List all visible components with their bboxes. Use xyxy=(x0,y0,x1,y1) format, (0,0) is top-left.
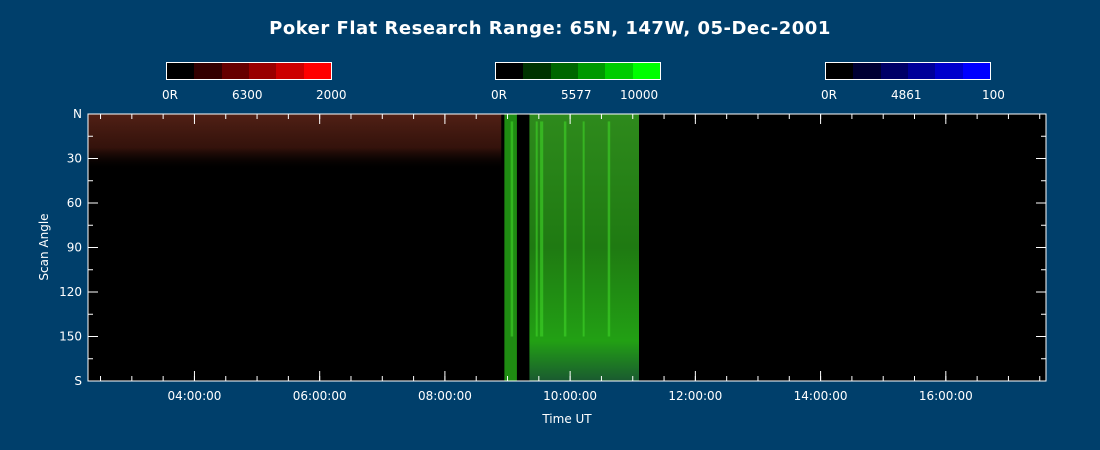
y-tick-label: 120 xyxy=(59,285,82,299)
colorbar-swatch xyxy=(194,63,222,79)
colorbar-6300-max: 2000 xyxy=(316,88,347,102)
colorbar-4861-min: 0R xyxy=(821,88,837,102)
x-tick-label: 14:00:00 xyxy=(794,389,848,403)
y-axis-label: Scan Angle xyxy=(37,213,51,280)
colorbar-swatch xyxy=(632,63,660,79)
x-tick-label: 04:00:00 xyxy=(167,389,221,403)
y-tick-label: 30 xyxy=(67,152,82,166)
aurora-streak xyxy=(510,121,514,337)
colorbar-swatch xyxy=(853,63,881,79)
aurora-streak xyxy=(540,121,544,337)
colorbar-4861-mid: 4861 xyxy=(891,88,922,102)
aurora-streak xyxy=(582,121,585,337)
colorbar-6300 xyxy=(166,62,332,80)
colorbar-5577-min: 0R xyxy=(491,88,507,102)
aurora-streak xyxy=(607,121,611,337)
colorbar-6300-min: 0R xyxy=(162,88,178,102)
emission-region-6300-0 xyxy=(88,114,502,171)
colorbar-swatch xyxy=(907,63,936,79)
y-tick-label: 150 xyxy=(59,330,82,344)
y-tick-label: 60 xyxy=(67,196,82,210)
colorbar-swatch xyxy=(550,63,578,79)
colorbar-swatch xyxy=(605,63,633,79)
x-tick-label: 06:00:00 xyxy=(293,389,347,403)
chart-title: Poker Flat Research Range: 65N, 147W, 05… xyxy=(269,18,831,39)
data-regions xyxy=(88,114,640,381)
colorbar-swatch xyxy=(221,63,249,79)
colorbar-5577 xyxy=(495,62,661,80)
x-tick-label: 08:00:00 xyxy=(418,389,472,403)
y-tick-label: N xyxy=(73,107,82,121)
colorbar-6300-mid: 6300 xyxy=(232,88,263,102)
colorbar-swatch xyxy=(496,63,524,79)
colorbar-4861 xyxy=(825,62,991,80)
colorbar-swatch xyxy=(276,63,304,79)
colorbar-swatch xyxy=(523,63,551,79)
x-axis-label: Time UT xyxy=(541,412,592,426)
colorbar-5577-max: 10000 xyxy=(620,88,659,102)
colorbar-swatch xyxy=(826,63,854,79)
y-tick-label: 90 xyxy=(67,241,82,255)
x-tick-label: 12:00:00 xyxy=(668,389,722,403)
colorbar-swatch xyxy=(303,63,331,79)
colorbar-swatch xyxy=(577,63,606,79)
colorbar-swatch xyxy=(935,63,963,79)
colorbar-swatch xyxy=(962,63,990,79)
aurora-streak xyxy=(563,121,567,337)
x-tick-label: 10:00:00 xyxy=(543,389,597,403)
colorbar-swatch xyxy=(880,63,908,79)
x-tick-label: 16:00:00 xyxy=(919,389,973,403)
colorbar-swatch xyxy=(167,63,195,79)
colorbar-4861-max: 100 xyxy=(982,88,1005,102)
colorbar-5577-mid: 5577 xyxy=(561,88,592,102)
y-tick-label: S xyxy=(74,374,82,388)
aurora-streak xyxy=(535,121,538,337)
colorbar-swatch xyxy=(248,63,277,79)
